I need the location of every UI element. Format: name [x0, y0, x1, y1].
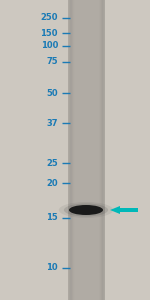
Bar	[69, 0, 72, 300]
Ellipse shape	[64, 203, 108, 217]
Bar	[69, 0, 72, 300]
Bar	[100, 0, 103, 300]
Text: 15: 15	[46, 214, 58, 223]
Ellipse shape	[69, 205, 103, 215]
Ellipse shape	[59, 202, 113, 218]
Bar	[102, 0, 105, 300]
Bar	[70, 0, 74, 300]
Text: 250: 250	[40, 14, 58, 22]
Bar	[72, 0, 75, 300]
Bar	[100, 0, 103, 300]
Bar	[68, 0, 105, 300]
Bar	[69, 0, 72, 300]
Text: 10: 10	[46, 263, 58, 272]
Bar	[102, 0, 105, 300]
Text: 25: 25	[46, 158, 58, 167]
FancyArrow shape	[110, 206, 138, 214]
Bar	[71, 0, 74, 300]
Bar	[99, 0, 102, 300]
Text: 20: 20	[46, 178, 58, 188]
Bar	[99, 0, 102, 300]
Text: 75: 75	[46, 58, 58, 67]
Bar	[101, 0, 104, 300]
Bar	[99, 0, 102, 300]
Bar	[70, 0, 73, 300]
Text: 100: 100	[41, 41, 58, 50]
Bar	[68, 0, 71, 300]
Text: 50: 50	[46, 88, 58, 98]
Text: 150: 150	[40, 28, 58, 38]
Text: 37: 37	[46, 118, 58, 127]
